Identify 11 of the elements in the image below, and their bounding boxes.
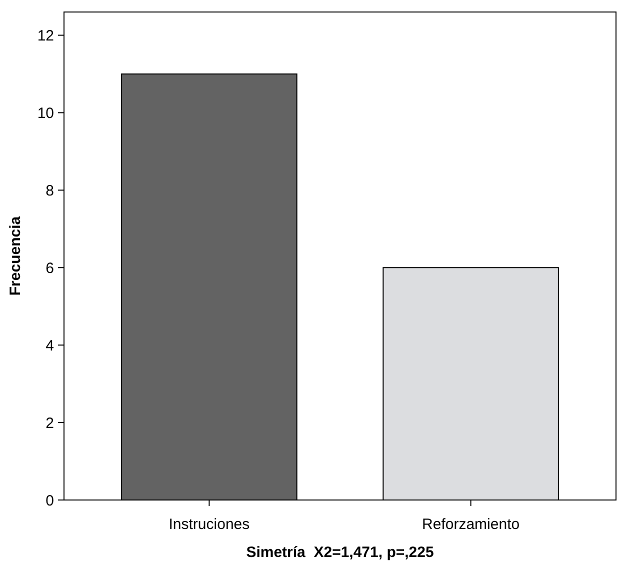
x-tick-label: Instruciones <box>168 516 250 533</box>
y-tick-label: 0 <box>46 492 54 510</box>
y-tick-label: 4 <box>46 337 54 354</box>
y-axis-title: Frecuencia <box>7 216 24 296</box>
y-tick-label: 8 <box>46 182 54 200</box>
y-tick-label: 10 <box>37 104 54 122</box>
y-tick-label: 12 <box>37 27 54 44</box>
y-tick-label: 2 <box>46 414 54 432</box>
y-tick-label: 6 <box>46 260 54 277</box>
x-axis-title: Simetría X2=1,471, p=,225 <box>246 544 434 561</box>
x-tick-label: Reforzamiento <box>422 516 520 533</box>
